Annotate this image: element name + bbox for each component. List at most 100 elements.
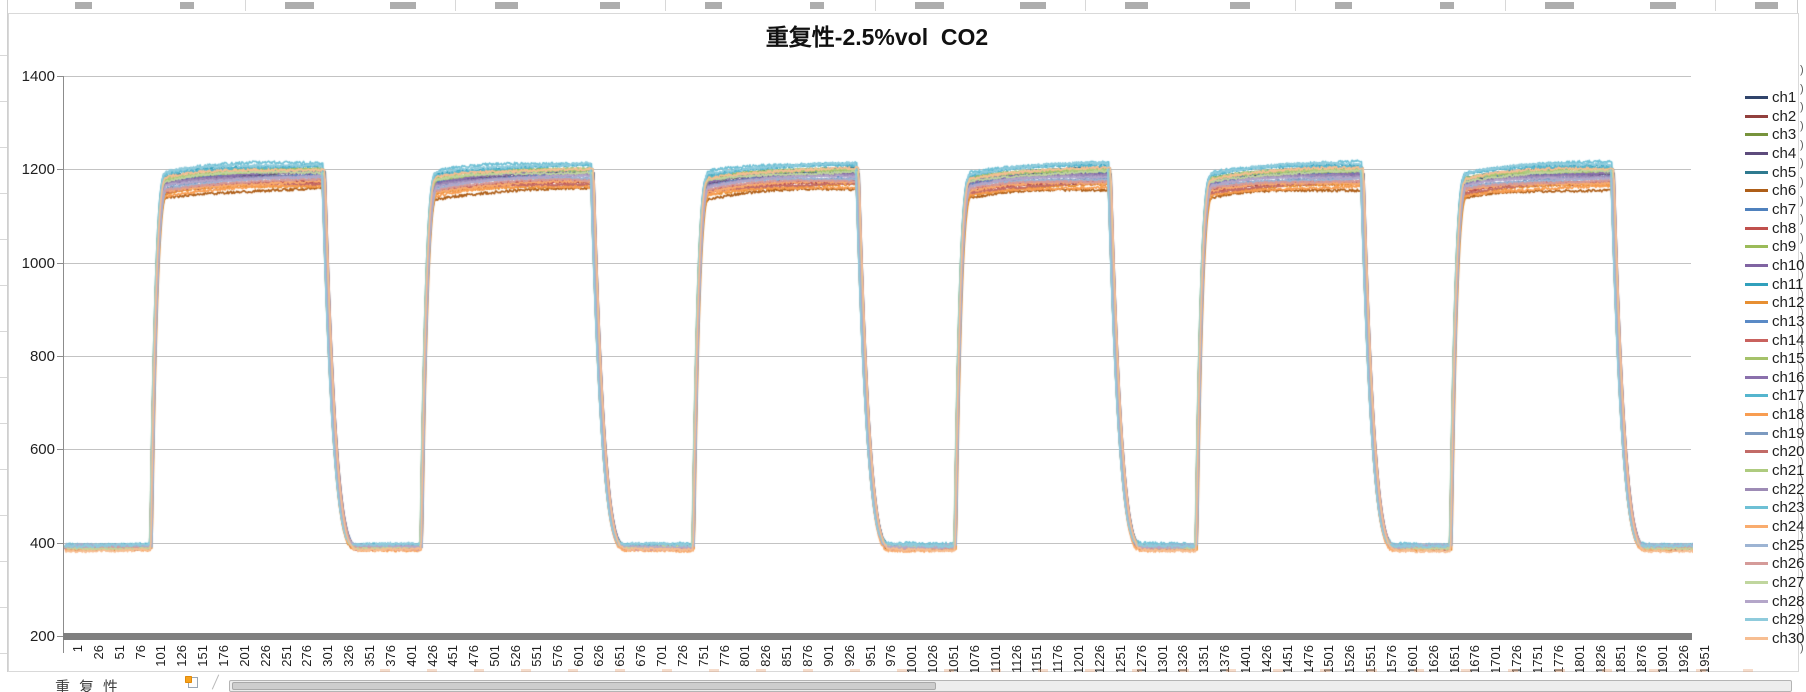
sheet-tab[interactable]: 重复性 [55,679,128,692]
x-tick-label: 1001 [904,645,920,674]
row-border [0,377,7,378]
x-tick-label: 426 [424,645,440,667]
row-border [0,423,7,424]
legend-label: ch26 [1772,555,1805,573]
x-tick-label: 326 [341,645,357,667]
legend-swatch [1745,394,1768,398]
y-tick-label: 400 [29,534,55,552]
legend-label: ch27 [1772,574,1805,592]
cell-text-fragment [850,669,860,672]
cell-text-fragment: ) [1800,213,1804,226]
x-tick-label: 76 [132,645,148,660]
legend-swatch [1745,562,1768,566]
x-tick-label: 901 [820,645,836,667]
legend-swatch [1745,581,1768,585]
legend-item-ch1: ch1 [1745,88,1796,107]
row-border [0,331,7,332]
cell-text-fragment [390,2,416,9]
x-tick-label: 501 [487,645,503,667]
cell-text-fragment [600,2,620,9]
x-tick-label: 1401 [1237,645,1253,674]
chart-title: 重复性-2.5%vol CO2 [765,24,989,50]
cell-text-fragment: ) [1800,567,1804,580]
x-tick-label: 1076 [966,645,982,674]
legend-item-ch17: ch17 [1745,386,1805,405]
x-tick-label: 1576 [1383,645,1399,674]
cell-text-fragment [1461,669,1471,672]
cell-text-fragment [615,669,625,672]
legend-label: ch18 [1772,406,1805,424]
x-tick-label: 801 [737,645,753,667]
x-tick-label: 1526 [1342,645,1358,674]
cell-text-fragment [1414,669,1424,672]
legend-swatch [1745,170,1768,174]
cell-text-fragment: ) [1800,157,1804,170]
legend-label: ch11 [1772,275,1804,293]
x-tick-label: 876 [799,645,815,667]
legend-item-ch27: ch27 [1745,573,1805,592]
legend-item-ch2: ch2 [1745,107,1796,126]
cell-text-fragment [1085,669,1095,672]
legend-swatch [1745,282,1768,286]
cell-text-fragment [915,2,944,9]
legend-swatch [1745,506,1768,510]
legend-swatch [1745,133,1768,137]
insert-worksheet-icon[interactable] [185,676,199,689]
x-tick-label: 1351 [1196,645,1212,674]
chart-object[interactable]: 重复性-2.5%vol CO2 1400 1200 1000 800 600 400 200… [8,13,1805,674]
legend-item-ch6: ch6 [1745,181,1796,200]
legend-label: ch4 [1772,144,1797,162]
legend-label: ch16 [1772,368,1805,386]
horizontal-scrollbar-thumb[interactable] [232,682,936,690]
x-tick-label: 351 [361,645,377,667]
y-tick [57,355,63,357]
cell-text-fragment [380,669,390,672]
legend-label: ch23 [1772,499,1805,517]
legend-item-ch4: ch4 [1745,144,1796,163]
x-tick-label: 826 [758,645,774,667]
legend-swatch [1745,618,1768,622]
x-tick-label: 526 [507,645,523,667]
legend-label: ch20 [1772,443,1805,461]
legend-item-ch15: ch15 [1745,349,1805,368]
cell-text-fragment [1125,2,1148,9]
x-tick-label: 601 [570,645,586,667]
legend-swatch [1745,599,1768,603]
x-tick-label: 1626 [1425,645,1441,674]
legend-swatch [1745,636,1768,640]
cell-text-fragment: ) [1800,455,1804,468]
row-border [0,55,7,56]
legend-item-ch21: ch21 [1745,461,1805,480]
x-tick-label: 51 [111,645,127,660]
x-tick-label: 401 [403,645,419,667]
cell-text-fragment [1367,669,1377,672]
spreadsheet-column-fringe-left [0,0,8,692]
y-tick [57,542,63,544]
spreadsheet-row-fringe-top [0,0,1806,13]
x-tick-label: 26 [90,645,106,660]
legend-label: ch13 [1772,312,1805,330]
cell-text-fragment: ) [1800,325,1804,338]
legend-item-ch23: ch23 [1745,498,1805,517]
cell-text-fragment: ) [1800,269,1804,282]
cell-text-fragment: ) [1800,306,1804,319]
x-tick-label: 676 [633,645,649,667]
legend-item-ch29: ch29 [1745,610,1805,629]
x-tick-label: 251 [278,645,294,667]
cell-text-fragment: ) [1800,64,1804,76]
row-border [0,101,7,102]
cell-border [665,0,666,11]
cell-text-fragment [1755,2,1778,9]
x-tick-label: 1851 [1613,645,1629,674]
x-tick-label: 126 [174,645,190,667]
y-tick-label: 800 [29,347,55,365]
horizontal-scrollbar-track[interactable] [229,680,1792,692]
cell-text-fragment [1602,669,1612,672]
cell-text-fragment [1440,2,1454,9]
cell-text-fragment [1696,669,1706,672]
cell-text-fragment [1545,2,1574,9]
cell-text-fragment [1226,669,1236,672]
legend-swatch [1745,375,1768,379]
cell-text-fragment: ) [1800,418,1804,431]
legend-swatch [1745,226,1768,230]
